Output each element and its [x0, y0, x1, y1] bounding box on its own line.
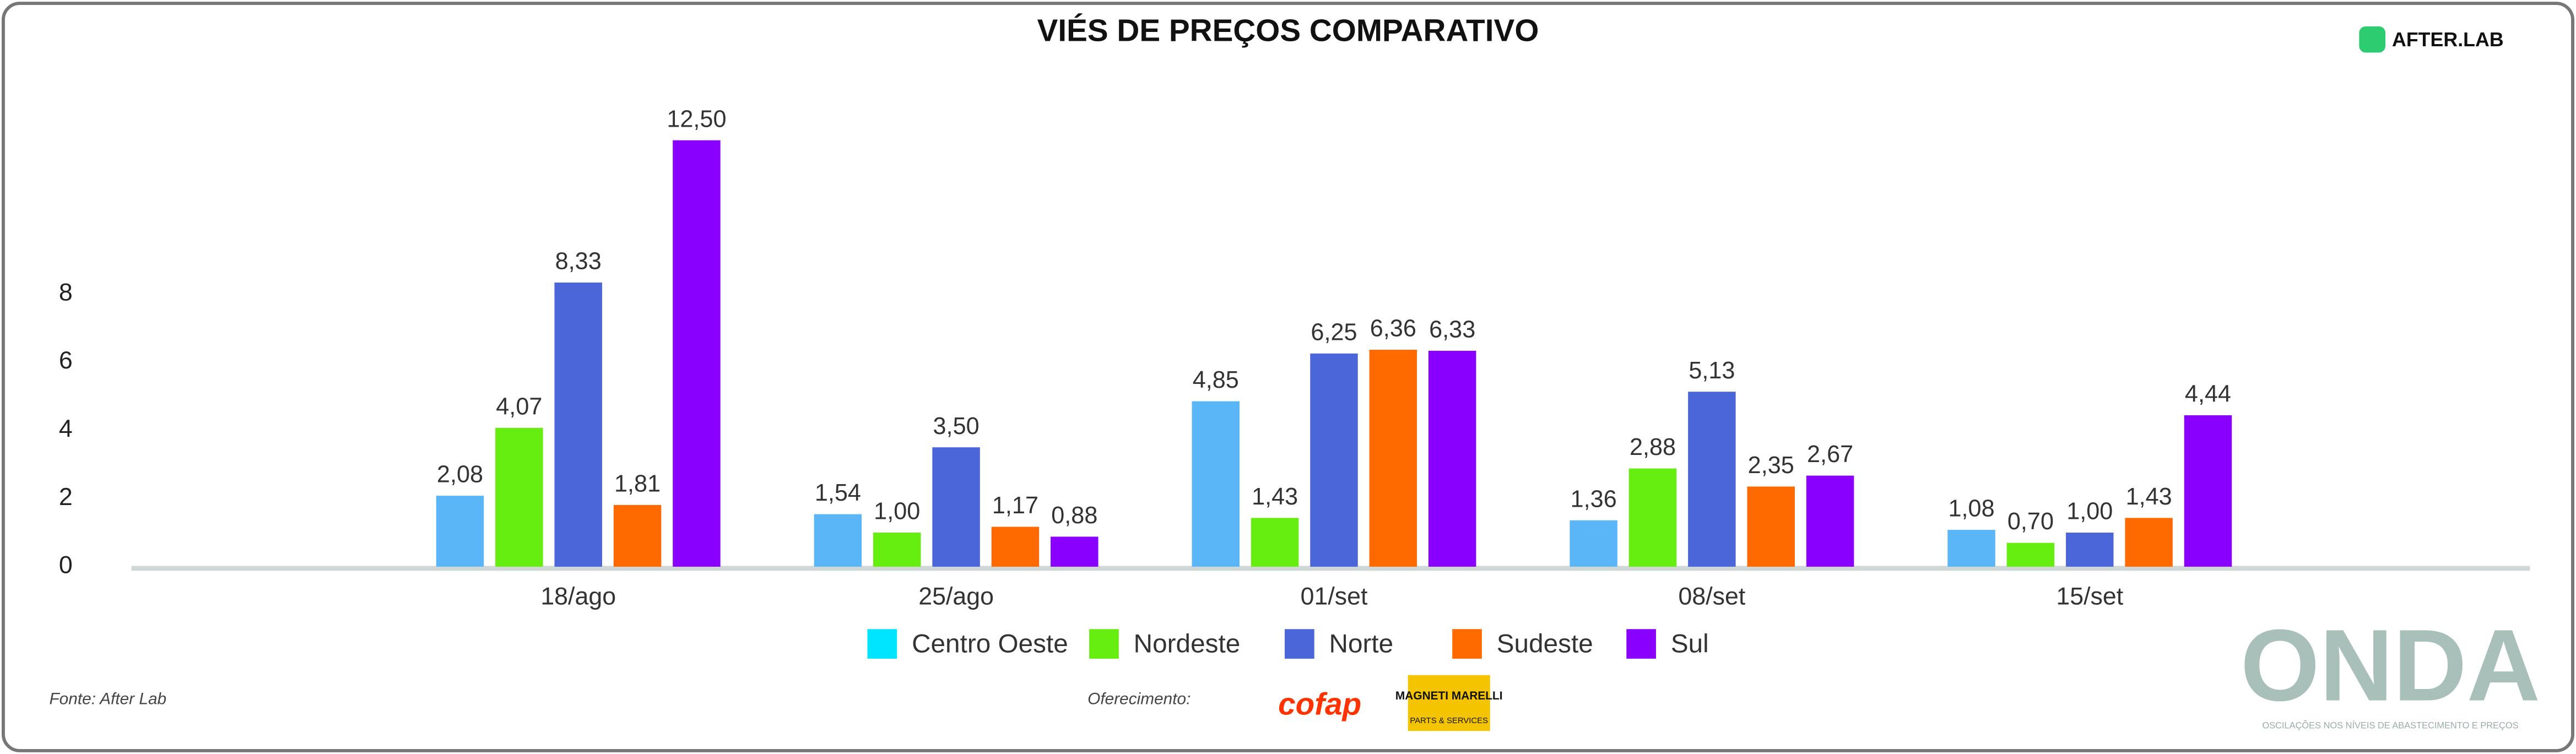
bar: [2184, 415, 2232, 567]
legend-swatch: [1452, 629, 1482, 659]
legend-label: Sudeste: [1497, 630, 1593, 659]
data-label: 6,33: [1429, 317, 1475, 343]
data-label: 4,85: [1193, 367, 1239, 393]
sponsor-badge: [1408, 675, 1490, 731]
bar: [991, 527, 1040, 567]
data-label: 1,54: [815, 480, 861, 506]
bar: [1747, 486, 1795, 567]
chart-title: VIÉS DE PREÇOS COMPARATIVO: [1037, 13, 1539, 48]
bar: [873, 533, 921, 567]
data-label: 1,81: [614, 470, 661, 497]
bar: [436, 496, 484, 567]
data-label: 2,67: [1807, 441, 1853, 468]
x-tick-label: 08/set: [1678, 583, 1745, 610]
y-tick-label: 4: [59, 415, 73, 442]
y-tick-label: 8: [59, 279, 73, 306]
y-tick-label: 2: [59, 484, 73, 511]
bar: [673, 140, 721, 567]
data-label: 0,70: [2007, 508, 2054, 535]
data-label: 2,88: [1630, 434, 1676, 460]
y-tick-label: 6: [59, 347, 73, 374]
data-label: 1,36: [1571, 486, 1617, 512]
bar: [2006, 543, 2055, 567]
data-label: 0,88: [1051, 502, 1097, 529]
bar: [932, 447, 980, 567]
legend-label: Nordeste: [1134, 630, 1241, 659]
bar: [1310, 353, 1358, 567]
sponsor-label: Oferecimento:: [1087, 690, 1190, 708]
data-label: 4,07: [496, 393, 542, 420]
source: Fonte: After Lab: [49, 690, 166, 708]
data-label: 1,43: [1252, 484, 1298, 510]
sponsor-parts: PARTS & SERVICES: [1410, 717, 1488, 725]
bar: [613, 505, 662, 567]
legend-swatch: [1626, 629, 1656, 659]
data-label: 2,08: [437, 462, 483, 488]
data-label: 1,17: [992, 492, 1038, 519]
legend-label: Centro Oeste: [912, 630, 1068, 659]
data-label: 2,35: [1748, 452, 1794, 479]
x-tick-label: 18/ago: [540, 583, 616, 610]
data-label: 3,50: [933, 413, 979, 440]
bar: [1051, 536, 1098, 567]
bar: [1806, 475, 1854, 567]
legend-swatch: [1089, 629, 1119, 659]
data-label: 4,44: [2185, 381, 2231, 408]
legend-swatch: [867, 629, 897, 659]
brand: AFTER.LAB: [2392, 29, 2504, 51]
bar: [2125, 518, 2173, 567]
brand-icon: [2359, 26, 2386, 53]
data-label: 5,13: [1689, 357, 1735, 384]
watermark: ONDA: [2241, 609, 2540, 723]
bar: [1688, 392, 1736, 567]
data-label: 1,00: [874, 498, 920, 525]
watermark-subtitle: OSCILAÇÕES NOS NÍVEIS DE ABASTECIMENTO E…: [2262, 720, 2518, 731]
bar: [495, 427, 543, 567]
x-tick-label: 01/set: [1301, 583, 1368, 610]
sponsor-cofap: cofap: [1278, 687, 1361, 722]
bar: [1947, 530, 1995, 567]
data-label: 12,50: [667, 106, 726, 132]
legend-swatch: [1285, 629, 1314, 659]
bar: [554, 283, 602, 567]
data-label: 8,33: [555, 248, 602, 275]
data-label: 6,25: [1311, 319, 1357, 345]
bar: [1192, 401, 1240, 567]
data-label: 6,36: [1370, 316, 1416, 342]
x-tick-label: 15/set: [2056, 583, 2123, 610]
bar: [1251, 518, 1299, 567]
bar: [2066, 533, 2114, 567]
legend-label: Norte: [1329, 630, 1394, 659]
y-tick-label: 0: [59, 552, 73, 579]
bar: [1369, 350, 1417, 567]
bar: [1628, 468, 1677, 567]
legend-label: Sul: [1671, 630, 1709, 659]
data-label: 1,43: [2126, 484, 2172, 510]
bar: [814, 514, 862, 567]
x-tick-label: 25/ago: [918, 583, 994, 610]
bar: [1570, 520, 1617, 567]
data-label: 1,08: [1948, 496, 1994, 522]
sponsor-marelli: MAGNETI MARELLI: [1395, 690, 1503, 702]
data-label: 1,00: [2066, 498, 2113, 525]
bar: [1428, 350, 1476, 567]
